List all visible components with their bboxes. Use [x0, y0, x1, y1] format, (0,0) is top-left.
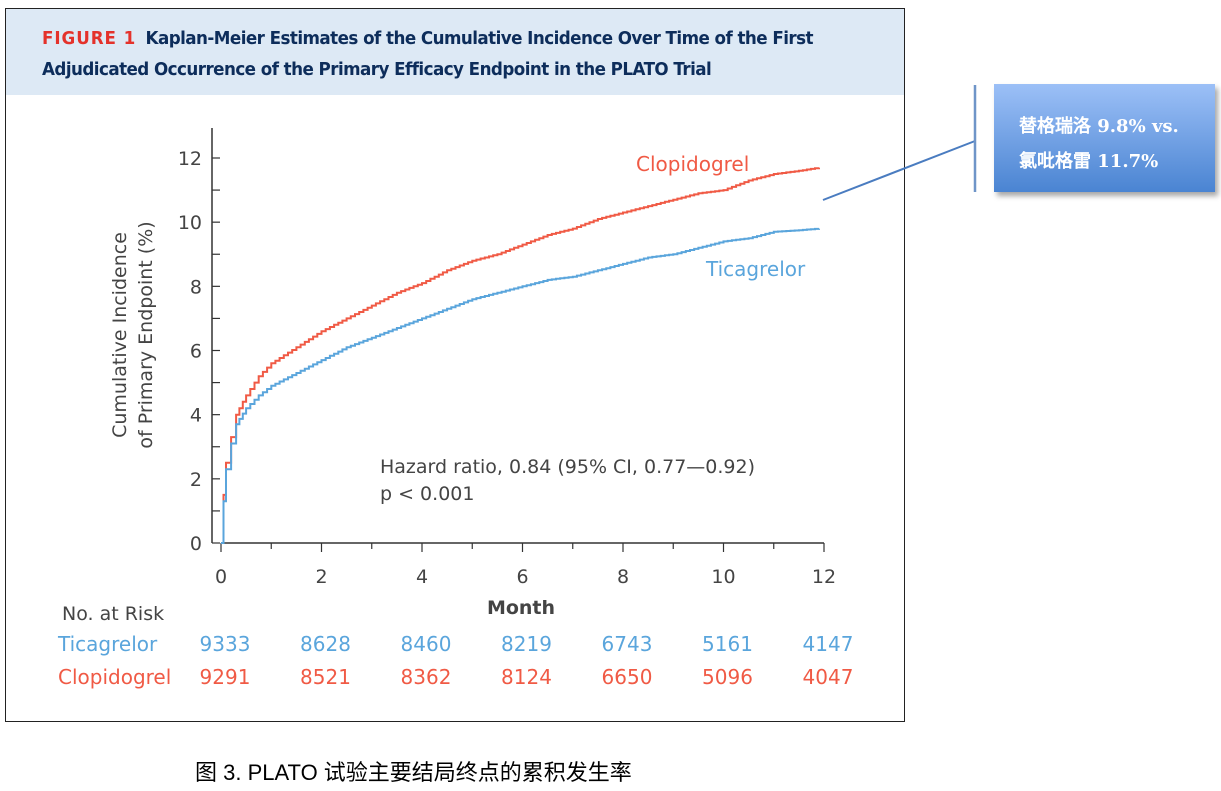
x-tick-label: 4 [416, 566, 428, 588]
x-tick-label: 10 [711, 566, 735, 588]
risk-value-clopidogrel: 8362 [401, 665, 452, 689]
risk-value-clopidogrel: 9291 [200, 665, 251, 689]
x-tick-label: 2 [315, 566, 327, 588]
curve-clopidogrel [221, 167, 820, 544]
risk-value-clopidogrel: 8124 [501, 665, 552, 689]
x-tick-label: 12 [812, 566, 836, 588]
risk-value-ticagrelor: 8219 [501, 632, 552, 656]
risk-value-clopidogrel: 4047 [803, 665, 854, 689]
risk-value-clopidogrel: 8521 [300, 665, 351, 689]
risk-value-ticagrelor: 4147 [803, 632, 854, 656]
risk-row-label-clopidogrel: Clopidogrel [58, 665, 171, 689]
y-axis-label-line1: Cumulative Incidence [109, 232, 131, 438]
label-clopidogrel: Clopidogrel [636, 152, 749, 176]
figure-title-line1: FIGURE 1 Kaplan-Meier Estimates of the Cu… [42, 28, 814, 49]
y-tick-label: 6 [190, 341, 202, 363]
x-tick-label: 8 [617, 566, 629, 588]
figure-title-text1: Kaplan-Meier Estimates of the Cumulative… [145, 28, 814, 49]
risk-row-label-ticagrelor: Ticagrelor [57, 632, 158, 656]
callout-box: 替格瑞洛 9.8% vs. 氯吡格雷 11.7% [994, 84, 1215, 192]
x-axis-label: Month [487, 597, 555, 619]
risk-value-ticagrelor: 8460 [401, 632, 452, 656]
risk-value-ticagrelor: 5161 [702, 632, 753, 656]
risk-table-header: No. at Risk [62, 603, 164, 625]
x-tick-label: 6 [516, 566, 528, 588]
risk-value-ticagrelor: 9333 [200, 632, 251, 656]
y-tick-label: 2 [190, 469, 202, 491]
risk-value-clopidogrel: 6650 [602, 665, 653, 689]
curve-ticagrelor [221, 227, 820, 544]
risk-table: 9333 8628 8460 8219 6743 5161 4147 9291 8521 8362… [200, 632, 854, 689]
figure-frame: FIGURE 1 Kaplan-Meier Estimates of the Cu… [5, 8, 905, 722]
y-tick-label: 10 [178, 212, 202, 234]
figure-title-line2: Adjudicated Occurrence of the Primary Ef… [42, 59, 712, 80]
figure-label: FIGURE 1 [42, 28, 137, 49]
callout-pointer-line [822, 140, 976, 201]
risk-value-ticagrelor: 8628 [300, 632, 351, 656]
y-tick-label: 12 [178, 148, 202, 170]
axes: 0 2 4 6 8 10 12 0 2 4 6 8 10 12 [178, 128, 836, 588]
y-axis-label-line2: of Primary Endpoint (%) [135, 221, 157, 448]
callout-line1: 替格瑞洛 9.8% vs. [1019, 116, 1179, 137]
p-value-text: p < 0.001 [380, 483, 474, 505]
label-ticagrelor: Ticagrelor [705, 257, 806, 281]
y-tick-label: 8 [190, 276, 202, 298]
callout-line2: 氯吡格雷 11.7% [1019, 151, 1159, 172]
figure-caption: 图 3. PLATO 试验主要结局终点的累积发生率 [195, 760, 632, 785]
y-tick-label: 0 [190, 533, 202, 555]
risk-value-ticagrelor: 6743 [602, 632, 653, 656]
risk-value-clopidogrel: 5096 [702, 665, 753, 689]
figure-header: FIGURE 1 Kaplan-Meier Estimates of the Cu… [6, 9, 904, 95]
y-tick-label: 4 [190, 405, 202, 427]
curves [221, 167, 820, 544]
hazard-ratio-text: Hazard ratio, 0.84 (95% CI, 0.77—0.92) [380, 456, 755, 478]
x-tick-label: 0 [215, 566, 227, 588]
